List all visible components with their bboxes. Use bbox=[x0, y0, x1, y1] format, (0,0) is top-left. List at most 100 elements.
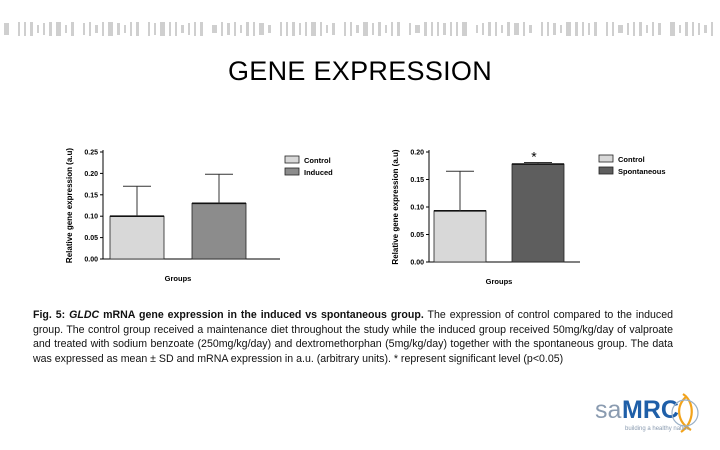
y-tick-label: 0.10 bbox=[410, 205, 424, 212]
y-tick-label: 0.10 bbox=[84, 214, 98, 221]
banner-bar bbox=[482, 23, 484, 35]
banner-bar bbox=[431, 22, 433, 36]
banner-bar bbox=[117, 23, 120, 35]
samrc-logo: sa MRC building a healthy nation bbox=[595, 388, 705, 440]
banner-bar bbox=[588, 23, 590, 35]
banner-bar bbox=[95, 25, 98, 33]
banner-bar bbox=[606, 22, 608, 36]
caption-gene-name: GLDC bbox=[69, 309, 100, 321]
banner-bar bbox=[83, 23, 85, 35]
banner-bar bbox=[175, 22, 177, 36]
banner-bar bbox=[30, 22, 33, 36]
banner-bar bbox=[292, 22, 295, 36]
x-axis-label: Groups bbox=[165, 274, 192, 283]
banner-bar bbox=[437, 22, 439, 36]
banner-bar bbox=[240, 25, 242, 33]
banner-bar bbox=[372, 23, 374, 35]
banner-bar bbox=[148, 22, 150, 36]
banner-bar bbox=[443, 23, 446, 35]
banner-bar bbox=[188, 23, 190, 35]
y-axis-label: Relative gene expression (a.u) bbox=[391, 149, 400, 264]
banner-bar bbox=[169, 22, 171, 36]
banner-bar bbox=[391, 22, 393, 36]
banner-bar bbox=[43, 23, 45, 35]
caption-fig-prefix: Fig. 5: bbox=[33, 309, 70, 321]
banner-bar bbox=[136, 22, 139, 36]
y-tick-label: 0.25 bbox=[84, 150, 98, 157]
banner-bar bbox=[698, 23, 700, 35]
y-axis-label: Relative gene expression (a.u) bbox=[65, 148, 74, 263]
banner-bar bbox=[24, 22, 26, 36]
banner-bar bbox=[311, 22, 316, 36]
banner-bar bbox=[71, 22, 74, 36]
banner-bar bbox=[124, 25, 126, 33]
banner-bar bbox=[646, 25, 648, 33]
banner-bar bbox=[501, 25, 503, 33]
banner-bar bbox=[89, 22, 91, 36]
significance-marker: * bbox=[531, 148, 537, 164]
y-tick-label: 0.05 bbox=[410, 232, 424, 239]
banner-bar bbox=[495, 22, 497, 36]
bar-control bbox=[109, 215, 165, 260]
banner-bar bbox=[488, 22, 491, 36]
banner-bar bbox=[670, 22, 675, 36]
banner-bar bbox=[514, 23, 519, 35]
chart-induced-svg: Relative gene expression (a.u) 0.00 0.05 0.… bbox=[65, 148, 333, 283]
decorative-banner bbox=[4, 22, 713, 36]
banner-bar bbox=[234, 22, 236, 36]
banner-bar bbox=[194, 22, 196, 36]
banner-bar bbox=[181, 25, 184, 33]
banner-bar bbox=[582, 22, 584, 36]
legend-swatch-control bbox=[284, 155, 300, 164]
x-axis-label: Groups bbox=[486, 277, 513, 286]
banner-bar bbox=[575, 22, 578, 36]
banner-bar bbox=[4, 23, 9, 35]
banner-bar bbox=[523, 22, 525, 36]
banner-bar bbox=[618, 25, 623, 33]
logo-mrc: MRC bbox=[622, 396, 679, 424]
banner-bar bbox=[529, 25, 532, 33]
banner-bar bbox=[326, 25, 328, 33]
legend-label-induced: Induced bbox=[304, 168, 333, 177]
banner-bar bbox=[246, 22, 249, 36]
banner-bar bbox=[378, 22, 381, 36]
banner-bar bbox=[49, 22, 52, 36]
banner-bar bbox=[450, 22, 452, 36]
banner-bar bbox=[56, 22, 61, 36]
banner-bar bbox=[612, 22, 614, 36]
banner-bar bbox=[639, 22, 642, 36]
banner-bar bbox=[37, 25, 39, 33]
banner-bar bbox=[547, 22, 549, 36]
banner-bar bbox=[227, 23, 230, 35]
legend-swatch-control bbox=[598, 154, 614, 163]
banner-bar bbox=[299, 23, 301, 35]
banner-bar bbox=[108, 22, 113, 36]
caption-body: The expression of control compared to th… bbox=[33, 309, 673, 365]
banner-bar bbox=[280, 22, 282, 36]
y-tick-label: 0.00 bbox=[84, 257, 98, 264]
chart-induced: Relative gene expression (a.u) 0.00 0.05 0.… bbox=[60, 135, 360, 295]
banner-bar bbox=[462, 22, 467, 36]
banner-bar bbox=[652, 22, 654, 36]
banner-bar bbox=[350, 22, 352, 36]
banner-bar bbox=[154, 23, 156, 35]
banner-bar bbox=[286, 22, 288, 36]
caption-label: Fig. 5: GLDC mRNA gene expression in the… bbox=[33, 309, 424, 321]
logo-helix-icon bbox=[678, 393, 693, 433]
y-tick-label: 0.15 bbox=[84, 192, 98, 199]
banner-bar bbox=[385, 25, 387, 33]
banner-bar bbox=[259, 23, 264, 35]
legend-label-control: Control bbox=[304, 156, 331, 165]
banner-bar bbox=[397, 22, 400, 36]
banner-bar bbox=[679, 25, 681, 33]
bar-control bbox=[433, 210, 487, 263]
banner-bar bbox=[553, 23, 556, 35]
banner-bar bbox=[541, 22, 543, 36]
y-tick-label: 0.20 bbox=[410, 150, 424, 157]
chart-spontaneous-svg: Relative gene expression (a.u) 0.00 0.05 0.… bbox=[391, 148, 666, 286]
banner-bar bbox=[160, 22, 165, 36]
chart-spontaneous: Relative gene expression (a.u) 0.00 0.05 0.… bbox=[385, 135, 700, 295]
banner-bar bbox=[130, 22, 132, 36]
banner-bar bbox=[409, 23, 411, 35]
bar-induced bbox=[191, 202, 247, 260]
